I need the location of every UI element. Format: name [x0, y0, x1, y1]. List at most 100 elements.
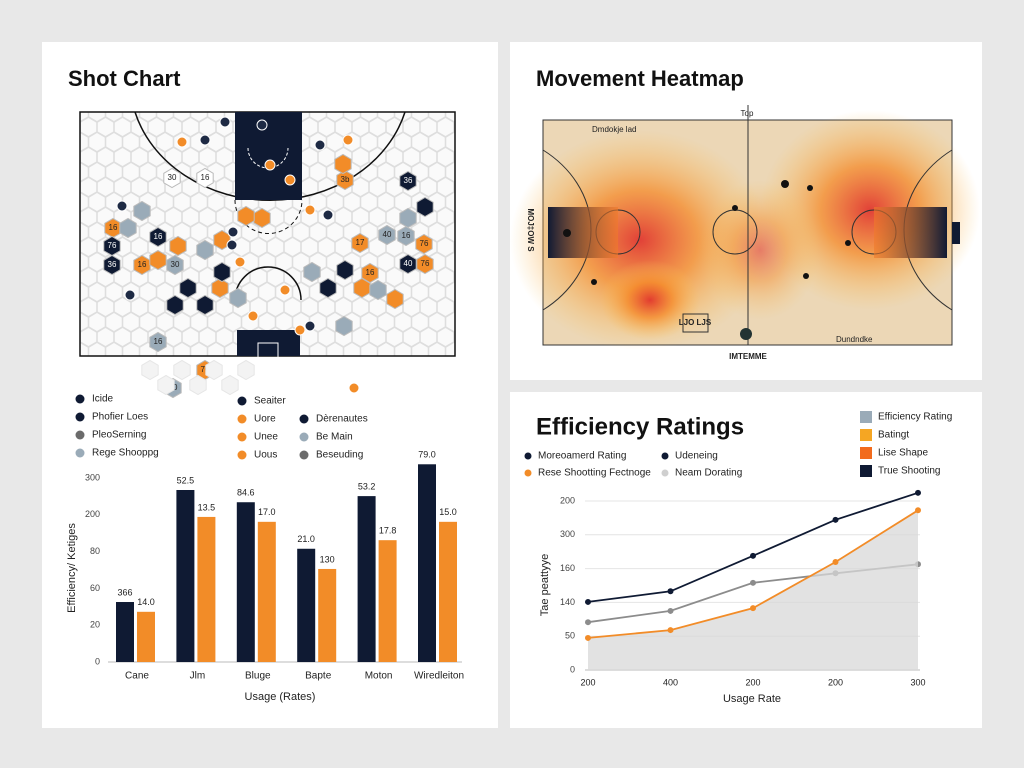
hex-label: 16 — [154, 232, 163, 241]
hex-cell — [164, 326, 183, 348]
legend-swatch — [237, 432, 247, 442]
bar — [297, 548, 316, 662]
hex-cell — [266, 236, 285, 258]
x-axis-title: Usage Rate — [723, 693, 781, 705]
line-point — [832, 516, 839, 523]
bar-value-label: 13.5 — [198, 502, 216, 512]
hex-cell — [317, 296, 336, 318]
hex-cell — [122, 341, 140, 356]
hex-cell — [157, 374, 175, 396]
bar — [318, 568, 337, 662]
hex-cell — [309, 112, 327, 123]
hex-marker — [378, 224, 396, 246]
hex-cell — [105, 161, 123, 183]
hex-cell — [207, 112, 225, 123]
hex-cell — [317, 146, 336, 168]
hex-cell — [368, 176, 387, 198]
hex-cell — [445, 221, 455, 243]
line-point — [750, 605, 756, 612]
bar — [439, 521, 457, 662]
y-axis-title: Tae peattyye — [539, 554, 551, 616]
bar-value-label: 53.2 — [358, 481, 376, 491]
hex-cell — [377, 161, 395, 183]
x-tick-label: 400 — [663, 677, 678, 687]
x-tick-label: Bluge — [245, 671, 271, 682]
hex-marker — [196, 167, 214, 189]
hex-cell — [351, 146, 370, 168]
hex-marker — [361, 262, 379, 284]
legend-swatch — [524, 452, 532, 460]
key-area — [548, 207, 618, 258]
hex-cell — [283, 236, 302, 258]
hex-cell — [351, 296, 370, 318]
legend-swatch — [860, 411, 872, 423]
line-point — [585, 598, 591, 605]
hex-cell — [411, 112, 429, 123]
hex-cell — [156, 112, 174, 123]
hex-cell — [190, 311, 208, 333]
y-tick-label: 0 — [95, 656, 100, 666]
heatmap-label: MOJ‡OW S — [526, 208, 535, 252]
basket — [952, 222, 960, 244]
hex-cell — [360, 112, 378, 123]
area — [588, 510, 918, 670]
hex-label: 16 — [201, 173, 210, 182]
hex-cell — [113, 326, 132, 348]
hex-cell — [292, 281, 310, 303]
hex-label: 70 — [201, 365, 210, 374]
bar-value-label: 17.8 — [379, 526, 397, 536]
hex-marker — [229, 287, 247, 309]
key-area — [874, 207, 947, 258]
hex-marker — [397, 225, 415, 247]
y-tick-label: 140 — [560, 597, 575, 607]
legend-swatch — [299, 450, 309, 460]
line-point — [915, 507, 921, 514]
hex-marker — [334, 153, 352, 175]
hex-cell — [326, 131, 344, 153]
hex-cell — [189, 374, 207, 396]
hex-cell — [436, 296, 455, 318]
hex-marker — [213, 261, 231, 283]
hex-marker — [163, 167, 181, 189]
hex-cell — [96, 326, 115, 348]
hex-cell — [402, 326, 421, 348]
hex-cell — [147, 116, 166, 138]
hex-cell — [122, 311, 140, 333]
hex-marker — [179, 277, 197, 299]
hex-cell — [428, 112, 446, 123]
hex-cell — [105, 131, 123, 153]
line-point — [667, 627, 674, 634]
shot-dot — [124, 289, 136, 301]
hex-cell — [428, 221, 446, 243]
hex-cell — [428, 341, 446, 356]
legend-label: Dèrenautes — [316, 414, 368, 425]
bar — [197, 516, 216, 662]
hex-cell — [436, 326, 455, 348]
hex-cell — [436, 206, 455, 228]
legend-swatch — [75, 394, 85, 404]
hex-cell — [411, 131, 429, 153]
legend-label: Lise Shape — [878, 448, 928, 459]
hex-marker — [149, 249, 167, 271]
hex-cell — [377, 251, 395, 273]
hex-cell — [105, 112, 123, 123]
hex-cell — [419, 116, 438, 138]
hex-label: 36 — [108, 260, 117, 269]
hex-cell — [88, 251, 106, 273]
hex-cell — [411, 341, 429, 356]
hex-cell — [139, 131, 157, 153]
hex-cell — [207, 191, 225, 213]
x-tick-label: 300 — [910, 677, 925, 687]
hex-cell — [411, 281, 429, 303]
hex-marker — [351, 232, 369, 254]
shot-dot — [219, 116, 231, 128]
hex-label: 16 — [366, 268, 375, 277]
hex-label: 16 — [109, 223, 118, 232]
legend-label: Unee — [254, 432, 278, 443]
legend-label: Uous — [254, 450, 277, 461]
hex-cell — [411, 311, 429, 333]
hex-cell — [309, 341, 327, 356]
hex-cell — [300, 236, 319, 258]
x-tick-label: Moton — [365, 671, 393, 682]
hex-cell — [198, 326, 217, 348]
